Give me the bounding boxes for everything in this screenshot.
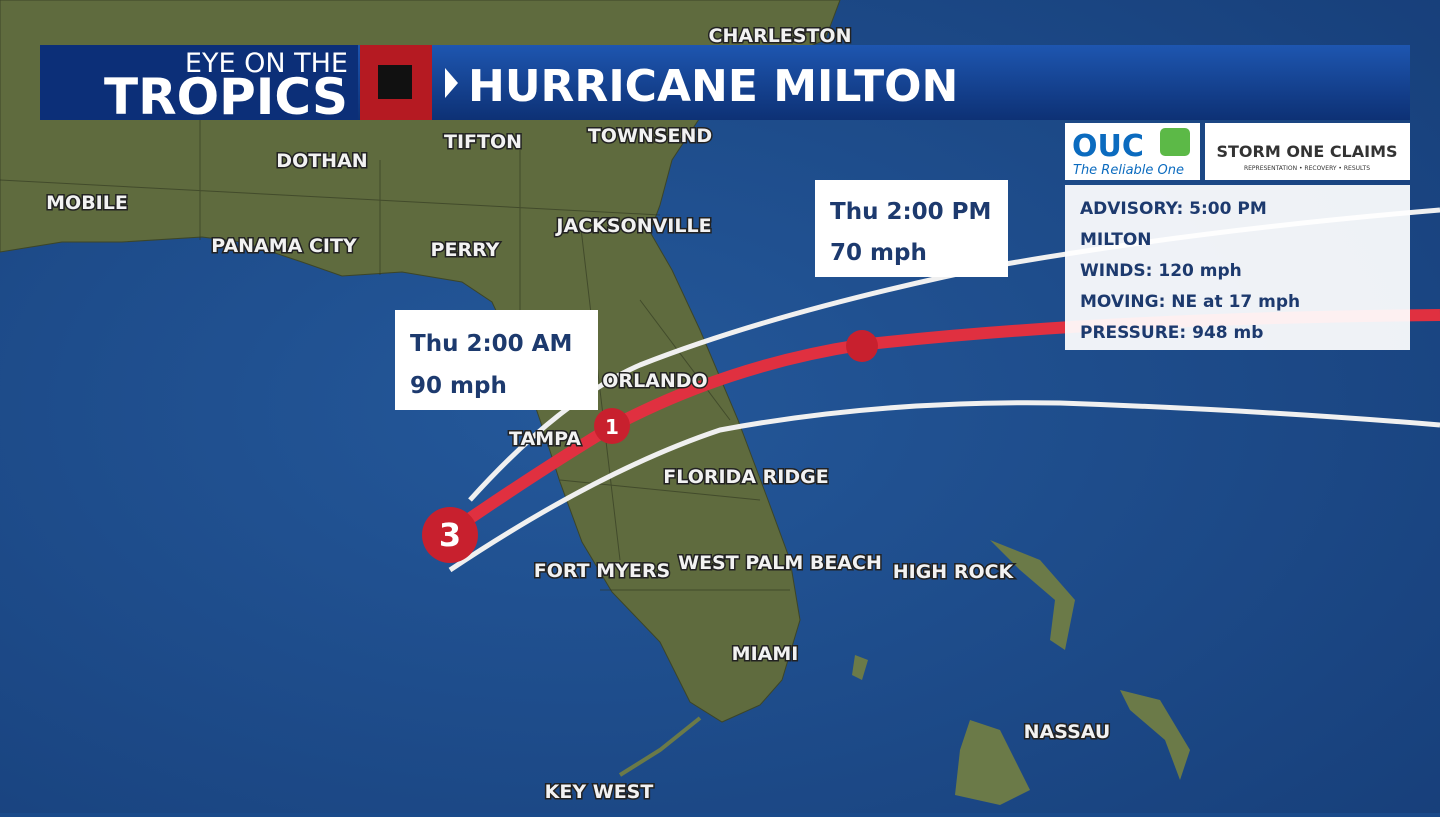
cone-lower-edge (448, 400, 1440, 573)
city-label: ORLANDO (602, 370, 707, 392)
storm-category: 3 (439, 516, 461, 554)
city-label: FLORIDA RIDGE (663, 466, 828, 488)
island (955, 720, 1030, 805)
winds: WINDS: 120 mph (1080, 261, 1242, 281)
sponsor-logo: STORM ONE CLAIMS (1216, 142, 1397, 161)
sponsor-icon (1160, 128, 1190, 156)
storm-marker (594, 408, 630, 444)
show-name: TROPICS (104, 68, 348, 126)
callout-time: Thu 2:00 AM (410, 331, 572, 357)
city-label: MIAMI (732, 643, 799, 665)
callout-box (395, 310, 598, 410)
show-badge (40, 45, 358, 120)
forecast-callout: Thu 2:00 PM 70 mph (815, 180, 1008, 277)
sponsor-storm-one: STORM ONE CLAIMS REPRESENTATION • RECOVE… (1205, 123, 1410, 180)
storm-category: 1 (605, 415, 619, 439)
city-label: TIFTON (444, 131, 522, 153)
county-lines (0, 120, 790, 591)
sponsor-tagline: The Reliable One (1073, 163, 1184, 178)
show-kicker: EYE ON THE (185, 48, 348, 79)
city-label: TOWNSEND (588, 125, 712, 147)
city-label: DOTHAN (276, 150, 367, 172)
storm-marker (422, 507, 478, 563)
city-label: PERRY (431, 239, 500, 261)
sponsor-tagline: REPRESENTATION • RECOVERY • RESULTS (1244, 165, 1370, 172)
city-label: MOBILE (46, 192, 128, 214)
advisory-time: ADVISORY: 5:00 PM (1080, 199, 1267, 219)
city-label: KEY WEST (545, 781, 654, 803)
callout-time: Thu 2:00 PM (830, 199, 991, 225)
city-label: WEST PALM BEACH (678, 552, 882, 574)
storm-marker (846, 330, 878, 362)
advisory-box (1065, 185, 1410, 350)
storm-name: MILTON (1080, 230, 1152, 250)
movement: MOVING: NE at 17 mph (1080, 292, 1300, 312)
sponsor-logo: OUC (1072, 129, 1144, 164)
callout-wind: 70 mph (830, 240, 927, 266)
city-label: FORT MYERS (534, 560, 670, 582)
sponsor-box (1205, 123, 1410, 180)
island (852, 655, 868, 680)
city-label: PANAMA CITY (211, 235, 357, 257)
header-bar: EYE ON THE TROPICS HURRICANE MILTON (40, 45, 1410, 126)
callout-wind: 90 mph (410, 373, 507, 399)
island (1120, 690, 1190, 780)
land (0, 0, 841, 723)
sponsor-ouc: OUC The Reliable One (1065, 123, 1200, 180)
live-badge-icon (378, 65, 412, 99)
advisory-panel: ADVISORY: 5:00 PM MILTON WINDS: 120 mph … (1065, 185, 1410, 350)
title-arrow (445, 68, 458, 98)
forecast-callout: Thu 2:00 AM 90 mph (395, 310, 598, 410)
city-label: TAMPA (509, 428, 581, 450)
island (990, 540, 1075, 650)
city-label: HIGH ROCK (893, 561, 1015, 583)
title: HURRICANE MILTON (468, 61, 958, 112)
keys (618, 716, 702, 777)
pressure: PRESSURE: 948 mb (1080, 323, 1263, 343)
city-label: JACKSONVILLE (554, 215, 711, 237)
city-label: CHARLESTON (709, 25, 852, 47)
callout-box (815, 180, 1008, 277)
city-label: NASSAU (1024, 721, 1111, 743)
